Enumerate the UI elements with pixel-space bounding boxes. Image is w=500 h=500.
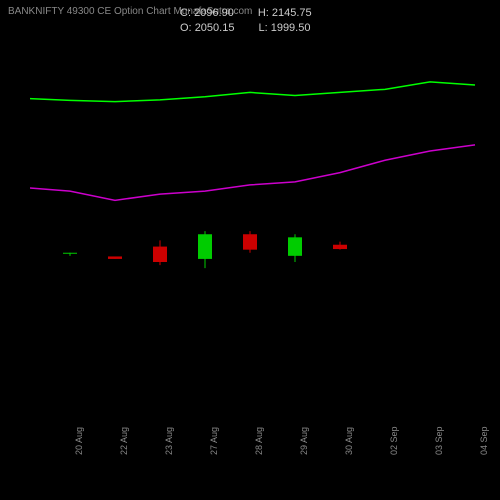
x-axis-label: 27 Aug <box>209 427 219 455</box>
x-axis-label: 28 Aug <box>254 427 264 455</box>
x-axis-label: 29 Aug <box>299 427 309 455</box>
x-axis-label: 22 Aug <box>119 427 129 455</box>
x-axis-label: 30 Aug <box>344 427 354 455</box>
x-axis-label: 02 Sep <box>389 426 399 455</box>
high-value: 2145.75 <box>272 7 312 19</box>
candle <box>288 234 302 262</box>
open-label: O: <box>180 22 192 34</box>
candle <box>198 231 212 268</box>
lower-line <box>30 145 475 200</box>
candle <box>63 253 77 256</box>
ohlc-close: C: 2096.90 <box>180 6 234 21</box>
chart-area <box>30 40 480 410</box>
ohlc-open: O: 2050.15 <box>180 21 234 36</box>
ohlc-high: H: 2145.75 <box>258 6 312 21</box>
candle <box>243 231 257 253</box>
high-label: H: <box>258 7 269 19</box>
candle <box>153 240 167 265</box>
low-label: L: <box>258 22 267 34</box>
low-value: 1999.50 <box>271 22 311 34</box>
x-axis-label: 03 Sep <box>434 426 444 455</box>
x-axis-label: 23 Aug <box>164 427 174 455</box>
candle <box>333 242 347 250</box>
ohlc-block: C: 2096.90 H: 2145.75 O: 2050.15 L: 1999… <box>180 6 312 37</box>
x-axis-label: 04 Sep <box>479 426 489 455</box>
ohlc-low: L: 1999.50 <box>258 21 310 36</box>
upper-line <box>30 82 475 102</box>
x-axis-label: 20 Aug <box>74 427 84 455</box>
chart-svg <box>30 40 480 410</box>
close-label: C: <box>180 7 191 19</box>
candle <box>108 256 122 258</box>
open-value: 2050.15 <box>195 22 235 34</box>
close-value: 2096.90 <box>194 7 234 19</box>
x-axis: 20 Aug 22 Aug 23 Aug 27 Aug 28 Aug 29 Aug 30 A… <box>30 410 480 480</box>
